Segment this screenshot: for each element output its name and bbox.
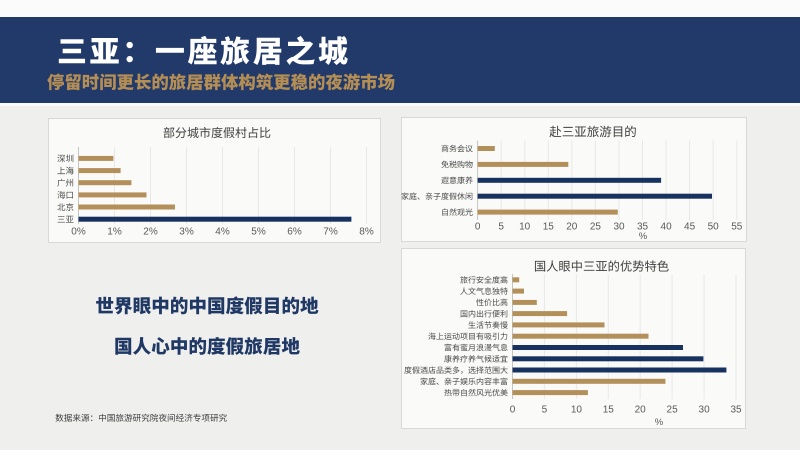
svg-text:2%: 2% bbox=[143, 227, 158, 238]
svg-text:1%: 1% bbox=[107, 227, 122, 238]
svg-text:%: % bbox=[639, 231, 648, 242]
svg-text:25: 25 bbox=[590, 222, 602, 233]
svg-text:5: 5 bbox=[498, 222, 504, 233]
svg-text:25: 25 bbox=[667, 405, 679, 416]
svg-text:40: 40 bbox=[661, 222, 673, 233]
svg-text:%: % bbox=[655, 417, 664, 428]
svg-text:15: 15 bbox=[603, 405, 615, 416]
svg-text:35: 35 bbox=[637, 222, 649, 233]
svg-text:0%: 0% bbox=[71, 227, 86, 238]
svg-text:55: 55 bbox=[731, 222, 743, 233]
svg-text:10: 10 bbox=[519, 222, 531, 233]
svg-text:8%: 8% bbox=[359, 227, 374, 238]
svg-text:50: 50 bbox=[708, 222, 720, 233]
svg-text:6%: 6% bbox=[287, 227, 302, 238]
svg-text:5%: 5% bbox=[251, 227, 266, 238]
svg-text:15: 15 bbox=[543, 222, 555, 233]
svg-text:10: 10 bbox=[571, 405, 583, 416]
svg-text:5: 5 bbox=[542, 405, 548, 416]
svg-text:0: 0 bbox=[475, 222, 481, 233]
svg-text:20: 20 bbox=[635, 405, 647, 416]
svg-text:35: 35 bbox=[730, 405, 742, 416]
svg-text:30: 30 bbox=[613, 222, 625, 233]
svg-text:30: 30 bbox=[699, 405, 711, 416]
svg-text:3%: 3% bbox=[179, 227, 194, 238]
svg-text:20: 20 bbox=[566, 222, 578, 233]
svg-text:7%: 7% bbox=[323, 227, 338, 238]
svg-text:0: 0 bbox=[510, 405, 516, 416]
svg-text:4%: 4% bbox=[215, 227, 230, 238]
svg-text:45: 45 bbox=[684, 222, 696, 233]
